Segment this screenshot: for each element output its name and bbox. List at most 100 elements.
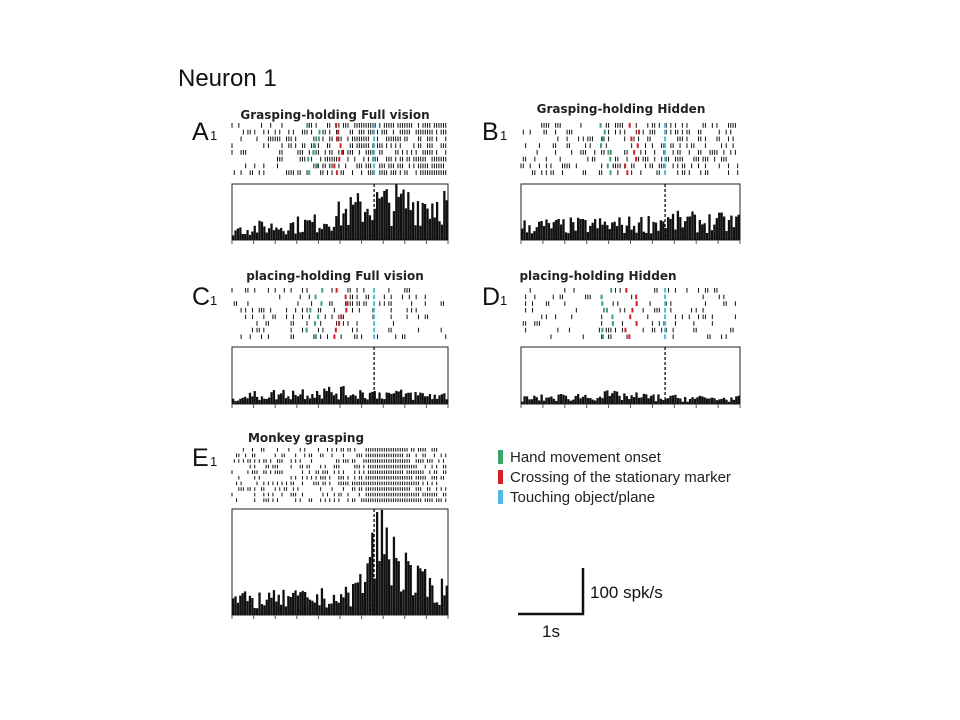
histogram-bar xyxy=(647,216,650,240)
histogram-bar xyxy=(244,396,247,404)
event-marker xyxy=(373,143,376,148)
histogram-bar xyxy=(623,232,626,240)
histogram-bar xyxy=(525,396,529,404)
histogram-bar xyxy=(440,224,444,240)
event-marker xyxy=(373,170,376,175)
histogram-bar xyxy=(589,225,592,240)
histogram-bar xyxy=(589,398,592,404)
histogram-bar xyxy=(428,577,432,615)
histogram-bar xyxy=(645,394,648,404)
histogram-bar xyxy=(725,230,728,240)
histogram-bar xyxy=(662,399,665,404)
histogram-bar xyxy=(323,388,326,404)
histogram-bar xyxy=(445,399,448,404)
histogram-bar xyxy=(407,561,410,615)
histogram-bar xyxy=(686,216,689,240)
histogram-bar xyxy=(378,392,381,404)
histogram-bar xyxy=(328,226,331,240)
event-marker xyxy=(635,321,638,326)
histogram-bar xyxy=(246,230,249,240)
histogram-bar xyxy=(715,218,718,240)
event-marker xyxy=(373,307,376,313)
histogram-bar xyxy=(311,600,314,615)
histogram-bar xyxy=(311,221,314,240)
histogram-bar xyxy=(359,390,362,404)
histogram-bar xyxy=(637,397,641,404)
histogram-bar xyxy=(316,594,319,615)
histogram-bar xyxy=(356,398,360,404)
histogram-bar xyxy=(272,390,276,404)
histogram-bar xyxy=(404,552,408,615)
histogram-bar xyxy=(244,591,247,615)
histogram-bar xyxy=(280,393,283,404)
histogram-bar xyxy=(395,557,398,615)
histogram-bar xyxy=(325,390,328,404)
event-marker xyxy=(307,156,310,162)
event-marker xyxy=(600,143,603,148)
histogram-bar xyxy=(424,203,427,240)
histogram-bar xyxy=(445,200,448,240)
event-marker xyxy=(624,163,627,169)
event-marker xyxy=(664,334,667,339)
histogram-bar xyxy=(696,397,699,404)
event-marker xyxy=(317,314,320,320)
histogram-bar xyxy=(608,395,611,404)
histogram-bar xyxy=(337,399,340,404)
histogram-bar xyxy=(292,222,295,240)
histogram-bar xyxy=(275,399,278,404)
histogram-bar xyxy=(688,216,692,240)
histogram-bar xyxy=(664,398,667,404)
event-marker xyxy=(338,321,341,326)
event-marker xyxy=(600,294,603,300)
event-marker xyxy=(635,301,638,306)
histogram-bar xyxy=(301,231,304,240)
histogram-bar xyxy=(352,204,355,240)
event-marker xyxy=(309,307,312,313)
histogram-bar xyxy=(380,196,384,240)
histogram-bar xyxy=(248,234,252,240)
histogram-bar xyxy=(407,192,410,240)
histogram-bar xyxy=(586,232,590,240)
histogram-bar xyxy=(591,222,594,240)
histogram-bar xyxy=(637,222,641,240)
histogram-bar xyxy=(306,597,309,615)
histogram-bar xyxy=(289,399,292,404)
panel-label-subscript: 1 xyxy=(210,128,217,143)
histogram-bar xyxy=(669,395,672,404)
histogram-bar xyxy=(400,591,403,615)
event-marker xyxy=(601,301,604,306)
event-marker xyxy=(373,321,376,326)
histogram-bar xyxy=(248,392,252,404)
event-marker xyxy=(314,334,317,339)
histogram-bar xyxy=(735,396,738,404)
histogram-bar xyxy=(342,597,345,615)
histogram-bar xyxy=(535,227,538,240)
histogram-bar xyxy=(251,396,254,404)
histogram-bar xyxy=(402,189,405,240)
histogram-bar xyxy=(299,592,302,615)
event-marker xyxy=(317,136,320,142)
histogram-bar xyxy=(596,228,599,240)
scale-bar-x-label: 1s xyxy=(542,622,560,641)
histogram-bar xyxy=(292,592,295,615)
histogram-bar xyxy=(349,197,352,240)
panel-label: A xyxy=(192,118,209,146)
histogram-bar xyxy=(691,211,694,240)
histogram-bar xyxy=(239,227,242,240)
histogram-bar xyxy=(378,198,381,240)
event-marker xyxy=(610,288,613,293)
histogram-bar xyxy=(579,219,582,240)
histogram-bar xyxy=(342,386,345,404)
scale-bar-y-label: 100 spk/s xyxy=(590,583,663,602)
histogram-bar xyxy=(545,219,548,240)
histogram-bar xyxy=(328,603,331,615)
event-marker xyxy=(607,150,610,155)
histogram-bar xyxy=(268,228,271,240)
event-marker xyxy=(373,136,376,142)
event-marker xyxy=(629,314,632,320)
event-marker xyxy=(373,294,376,300)
histogram-bar xyxy=(722,397,726,404)
histogram-bar xyxy=(253,225,256,240)
event-marker xyxy=(340,314,343,320)
histogram-bar xyxy=(438,221,441,240)
